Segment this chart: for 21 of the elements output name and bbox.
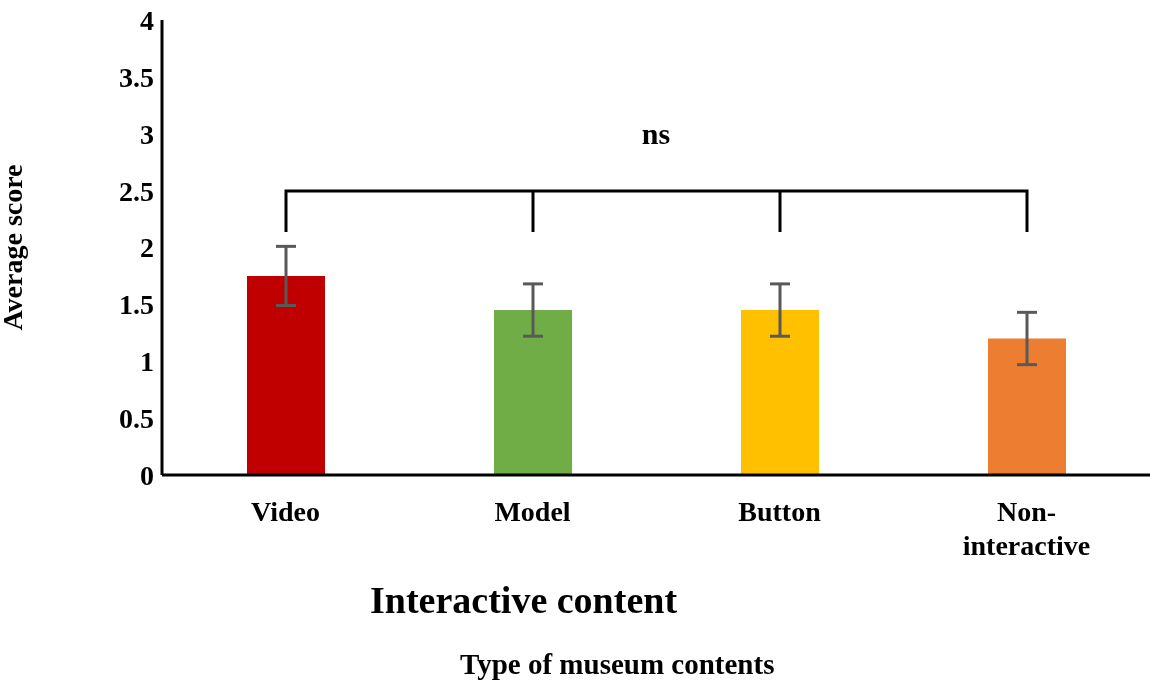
x-tick-label: Video — [251, 496, 320, 527]
x-tick-label: Model — [494, 496, 571, 527]
y-tick-label: 1.5 — [119, 289, 154, 321]
y-tick-label: 2 — [140, 232, 154, 264]
y-axis-title: Average score — [0, 164, 28, 331]
x-tick-label: Button — [738, 496, 822, 527]
y-tick-label: 0 — [140, 459, 154, 491]
y-tick-label: 1 — [140, 346, 154, 378]
y-tick-label: 3.5 — [119, 61, 154, 93]
bar — [494, 310, 572, 475]
x-tick-label: Non-interactive — [962, 496, 1091, 561]
x-axis-title: Type of museum contents — [460, 648, 775, 681]
bar — [988, 338, 1066, 475]
y-tick-label: 3 — [140, 118, 154, 150]
y-tick-label: 4 — [140, 4, 154, 36]
y-tick-label: 2.5 — [119, 175, 154, 207]
text: Interactive content — [370, 578, 678, 622]
bar — [247, 275, 325, 475]
bar — [741, 310, 819, 475]
annotation: ns — [640, 116, 672, 151]
y-tick-label: 0.5 — [119, 403, 154, 435]
